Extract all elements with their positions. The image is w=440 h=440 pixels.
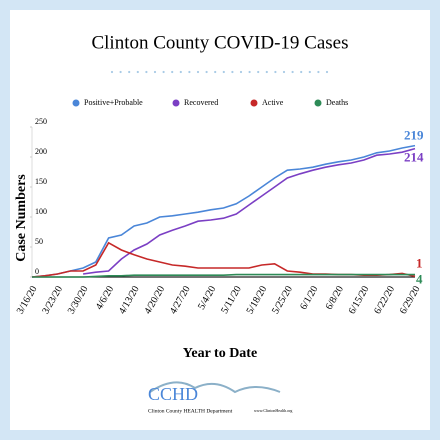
dot	[153, 70, 157, 74]
y-tick-label: 100	[35, 207, 47, 216]
dot	[136, 70, 139, 74]
dot	[239, 70, 243, 74]
series-line	[32, 273, 415, 278]
panel	[10, 10, 430, 430]
y-axis-label: Case Numbers	[14, 174, 29, 262]
dot	[265, 70, 268, 74]
dot	[171, 70, 174, 74]
legend-label: Recovered	[184, 98, 218, 107]
dot	[162, 70, 165, 74]
series-line	[31, 241, 416, 278]
x-tick-label: 4/6/20	[94, 284, 116, 312]
dot	[300, 70, 303, 74]
y-tick-label: 200	[35, 147, 47, 156]
y-tick-label: 250	[35, 117, 47, 126]
x-tick-label: 5/18/20	[245, 284, 270, 316]
dot	[291, 70, 294, 74]
dot	[205, 70, 208, 74]
legend-marker	[172, 99, 180, 107]
x-tick-label: 5/25/20	[270, 284, 295, 316]
dot	[325, 70, 329, 74]
dot	[110, 70, 114, 74]
x-tick-label: 6/15/20	[347, 284, 372, 316]
logo-mark	[149, 381, 281, 394]
dot	[222, 70, 225, 74]
dot	[282, 70, 286, 74]
x-tick-label: 6/22/20	[372, 284, 397, 316]
y-tick-label: 50	[35, 237, 43, 246]
dot	[257, 70, 260, 74]
dot	[231, 70, 234, 74]
dot	[145, 70, 148, 74]
legend-label: Active	[262, 98, 284, 107]
end-label: 214	[404, 150, 424, 165]
end-label: 4	[416, 272, 423, 287]
x-tick-label: 3/16/20	[15, 284, 40, 316]
x-axis-label: Year to Date	[183, 346, 257, 361]
dot	[188, 70, 191, 74]
series-line	[31, 144, 416, 278]
series-line	[82, 147, 416, 275]
x-tick-label: 5/4/20	[196, 284, 218, 312]
dot	[179, 70, 182, 74]
divider	[110, 70, 329, 74]
dot	[274, 70, 277, 74]
end-label: 1	[416, 255, 423, 270]
chart-title: Clinton County COVID-19 Cases	[91, 32, 348, 53]
end-label: 219	[404, 128, 424, 143]
legend-marker	[72, 99, 80, 107]
dot	[248, 70, 251, 74]
dot	[214, 70, 217, 74]
dot	[128, 70, 131, 74]
x-tick-label: 4/20/20	[142, 284, 167, 316]
legend-label: Deaths	[326, 98, 348, 107]
org-url: www.ClintonHealth.org	[254, 408, 292, 413]
x-tick-label: 5/11/20	[219, 284, 244, 316]
dot	[317, 70, 320, 74]
x-tick-label: 6/8/20	[324, 284, 346, 312]
y-tick-label: 0	[35, 267, 39, 276]
logo-text: CCHD	[148, 384, 198, 404]
dot	[196, 70, 200, 74]
x-tick-label: 3/23/20	[40, 284, 65, 316]
org-name: Clinton County HEALTH Department	[148, 408, 233, 414]
y-tick-label: 150	[35, 177, 47, 186]
dot	[119, 70, 122, 74]
x-tick-label: 6/29/20	[398, 284, 423, 316]
legend-label: Positive+Probable	[84, 98, 143, 107]
legend-marker	[250, 99, 258, 107]
legend-marker	[314, 99, 322, 107]
x-tick-label: 3/30/20	[66, 284, 91, 316]
x-tick-label: 4/13/20	[117, 284, 142, 316]
x-tick-label: 4/27/20	[168, 284, 193, 316]
dot	[308, 70, 311, 74]
x-tick-label: 6/1/20	[298, 284, 320, 312]
